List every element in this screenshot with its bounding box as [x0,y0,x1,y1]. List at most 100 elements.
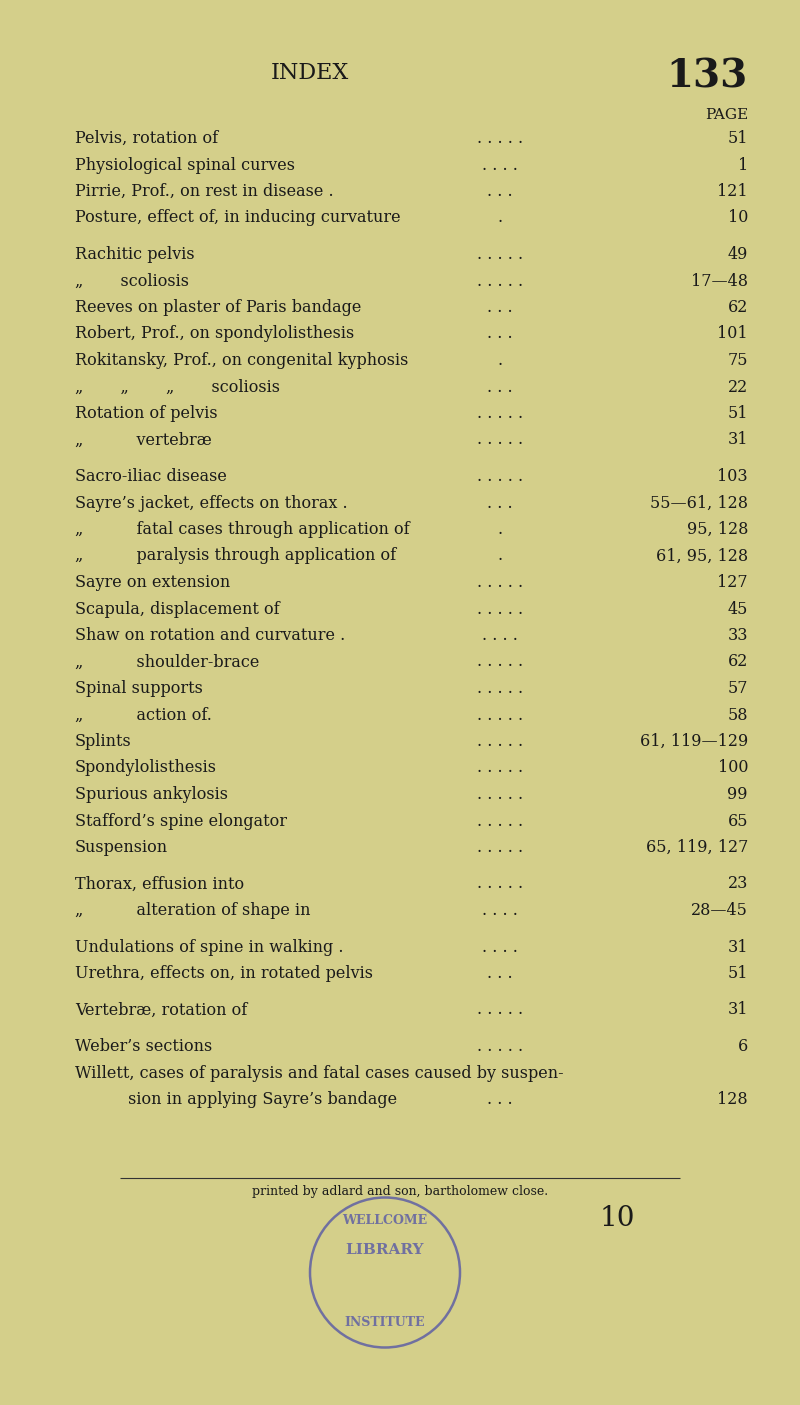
Text: 62: 62 [728,299,748,316]
Text: 33: 33 [727,627,748,643]
Text: Undulations of spine in walking .: Undulations of spine in walking . [75,939,343,955]
Text: . . . . .: . . . . . [477,707,523,724]
Text: „    action of.: „ action of. [75,707,212,724]
Text: printed by adlard and son, bartholomew close.: printed by adlard and son, bartholomew c… [252,1186,548,1198]
Text: WELLCOME: WELLCOME [342,1214,427,1228]
Text: 28—45: 28—45 [691,902,748,919]
Text: . . . . .: . . . . . [477,405,523,422]
Text: Spurious ankylosis: Spurious ankylosis [75,785,228,804]
Text: LIBRARY: LIBRARY [346,1243,424,1257]
Text: Robert, Prof., on spondylolisthesis: Robert, Prof., on spondylolisthesis [75,326,354,343]
Text: Rachitic pelvis: Rachitic pelvis [75,246,194,263]
Text: Urethra, effects on, in rotated pelvis: Urethra, effects on, in rotated pelvis [75,965,373,982]
Text: Stafford’s spine elongator: Stafford’s spine elongator [75,812,287,829]
Text: . . .: . . . [487,299,513,316]
Text: 100: 100 [718,760,748,777]
Text: 133: 133 [666,58,748,96]
Text: 75: 75 [727,353,748,370]
Text: „    paralysis through application of: „ paralysis through application of [75,548,396,565]
Text: Sayre on extension: Sayre on extension [75,575,230,592]
Text: 10: 10 [728,209,748,226]
Text: Rokitansky, Prof., on congenital kyphosis: Rokitansky, Prof., on congenital kyphosi… [75,353,408,370]
Text: 61, 119—129: 61, 119—129 [640,733,748,750]
Text: 61, 95, 128: 61, 95, 128 [656,548,748,565]
Text: . . .: . . . [487,965,513,982]
Text: „    fatal cases through application of: „ fatal cases through application of [75,521,410,538]
Text: . . . . .: . . . . . [477,431,523,448]
Text: 1: 1 [738,156,748,173]
Text: 51: 51 [727,405,748,422]
Text: . . . . .: . . . . . [477,246,523,263]
Text: 65, 119, 127: 65, 119, 127 [646,839,748,856]
Text: 121: 121 [718,183,748,200]
Text: INSTITUTE: INSTITUTE [345,1316,426,1329]
Text: sion in applying Sayre’s bandage: sion in applying Sayre’s bandage [75,1092,397,1109]
Text: 45: 45 [728,600,748,618]
Text: . . . . .: . . . . . [477,839,523,856]
Text: Spondylolisthesis: Spondylolisthesis [75,760,217,777]
Text: . . .: . . . [487,495,513,511]
Text: 103: 103 [718,468,748,485]
Text: . . . . .: . . . . . [477,653,523,670]
Text: Reeves on plaster of Paris bandage: Reeves on plaster of Paris bandage [75,299,362,316]
Text: 101: 101 [718,326,748,343]
Text: „   scoliosis: „ scoliosis [75,273,189,289]
Text: Pirrie, Prof., on rest in disease .: Pirrie, Prof., on rest in disease . [75,183,334,200]
Text: 57: 57 [727,680,748,697]
Text: . . . .: . . . . [482,902,518,919]
Text: Willett, cases of paralysis and fatal cases caused by suspen-: Willett, cases of paralysis and fatal ca… [75,1065,564,1082]
Text: . . . . .: . . . . . [477,575,523,592]
Text: 31: 31 [727,1002,748,1019]
Text: Scapula, displacement of: Scapula, displacement of [75,600,280,618]
Text: Shaw on rotation and curvature .: Shaw on rotation and curvature . [75,627,346,643]
Text: Weber’s sections: Weber’s sections [75,1038,212,1055]
Text: . . .: . . . [487,183,513,200]
Text: 65: 65 [727,812,748,829]
Text: Pelvis, rotation of: Pelvis, rotation of [75,131,218,148]
Text: 62: 62 [728,653,748,670]
Text: 23: 23 [728,875,748,892]
Text: . . .: . . . [487,378,513,395]
Text: . . . . .: . . . . . [477,273,523,289]
Text: . . . . .: . . . . . [477,600,523,618]
Text: 49: 49 [728,246,748,263]
Text: . . . . .: . . . . . [477,1038,523,1055]
Text: Vertebræ, rotation of: Vertebræ, rotation of [75,1002,247,1019]
Text: . . . . .: . . . . . [477,131,523,148]
Text: 58: 58 [727,707,748,724]
Text: . . . .: . . . . [482,156,518,173]
Text: .: . [498,353,502,370]
Text: 51: 51 [727,965,748,982]
Text: 99: 99 [727,785,748,804]
Text: . . . . .: . . . . . [477,875,523,892]
Text: .: . [498,548,502,565]
Text: Sacro-iliac disease: Sacro-iliac disease [75,468,227,485]
Text: „    shoulder-brace: „ shoulder-brace [75,653,259,670]
Text: . . . . .: . . . . . [477,468,523,485]
Text: . . . . .: . . . . . [477,760,523,777]
Text: 31: 31 [727,939,748,955]
Text: 128: 128 [718,1092,748,1109]
Text: 17—48: 17—48 [691,273,748,289]
Text: Sayre’s jacket, effects on thorax .: Sayre’s jacket, effects on thorax . [75,495,348,511]
Text: Splints: Splints [75,733,132,750]
Text: . . . . .: . . . . . [477,733,523,750]
Text: Spinal supports: Spinal supports [75,680,203,697]
Text: „    vertebræ: „ vertebræ [75,431,212,448]
Text: . . . . .: . . . . . [477,680,523,697]
Text: 51: 51 [727,131,748,148]
Text: 55—61, 128: 55—61, 128 [650,495,748,511]
Text: 95, 128: 95, 128 [686,521,748,538]
Text: 6: 6 [738,1038,748,1055]
Text: PAGE: PAGE [705,108,748,122]
Text: . . . . .: . . . . . [477,812,523,829]
Text: . . .: . . . [487,326,513,343]
Text: „    alteration of shape in: „ alteration of shape in [75,902,310,919]
Text: 31: 31 [727,431,748,448]
Text: Rotation of pelvis: Rotation of pelvis [75,405,218,422]
Text: . . . . .: . . . . . [477,1002,523,1019]
Text: . . . .: . . . . [482,627,518,643]
Text: 10: 10 [600,1205,635,1232]
Text: Physiological spinal curves: Physiological spinal curves [75,156,295,173]
Text: „   „   „   scoliosis: „ „ „ scoliosis [75,378,280,395]
